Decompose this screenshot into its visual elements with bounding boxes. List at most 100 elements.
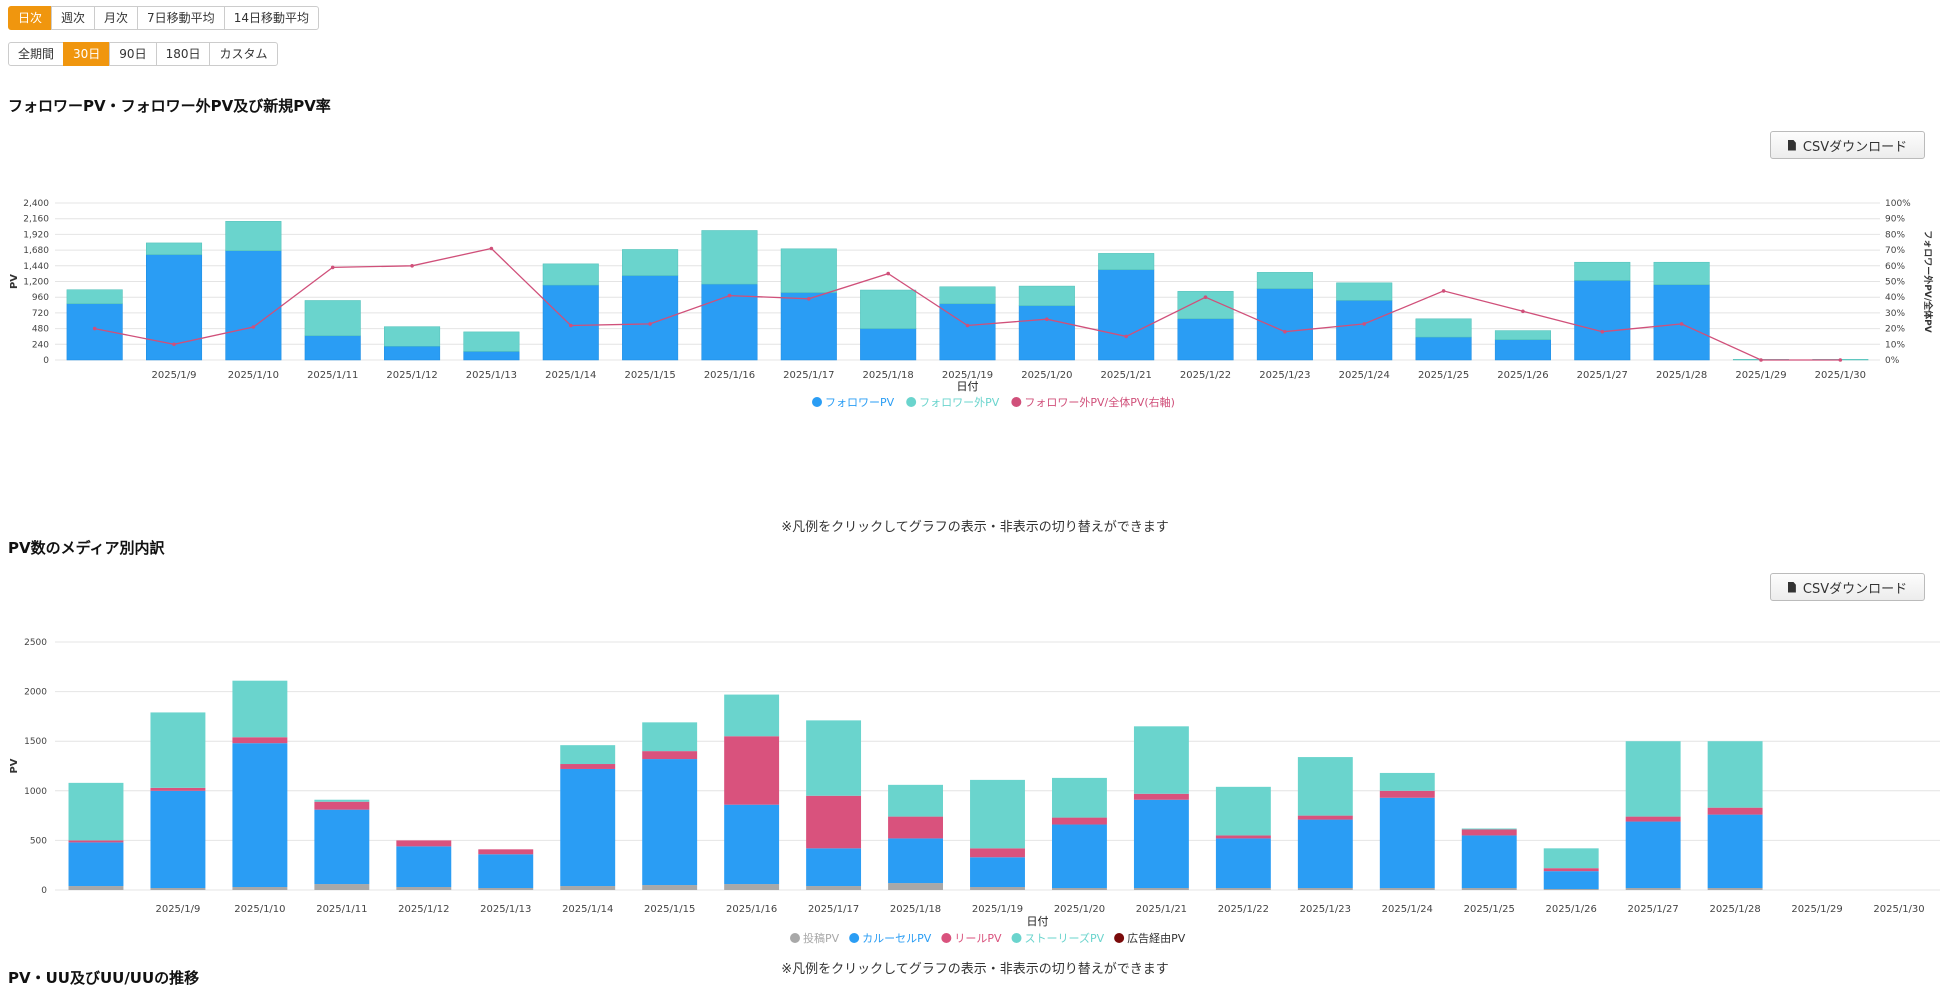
chart2-bar-reel-pv[interactable] xyxy=(314,801,370,810)
chart2-bar-carousel-pv[interactable] xyxy=(68,842,124,887)
chart2-bar-carousel-pv[interactable] xyxy=(396,846,452,888)
chart1-ratio-point[interactable] xyxy=(1045,317,1049,321)
chart2-bar-carousel-pv[interactable] xyxy=(1379,797,1435,889)
chart2-bar-carousel-pv[interactable] xyxy=(1052,824,1107,889)
chart2-legend-item[interactable]: 広告経由PV xyxy=(1114,931,1186,945)
chart1-bar-follower-pv[interactable] xyxy=(622,275,679,361)
chart2-bar-reel-pv[interactable] xyxy=(150,787,206,791)
chart2-bar-stories-pv[interactable] xyxy=(1625,741,1681,817)
chart2-bar-reel-pv[interactable] xyxy=(1133,793,1189,800)
chart1-legend-item[interactable]: フォロワーPV xyxy=(812,396,895,409)
chart2-legend-item[interactable]: リールPV xyxy=(941,932,1002,945)
chart2-bar-post-pv[interactable] xyxy=(1215,888,1271,890)
chart1-bar-nonfollower-pv[interactable] xyxy=(1018,285,1075,306)
chart1-bar-follower-pv[interactable] xyxy=(1256,288,1313,361)
chart1-bar-follower-pv[interactable] xyxy=(1336,300,1393,361)
chart1-ratio-point[interactable] xyxy=(1679,322,1684,326)
period-custom-button[interactable]: カスタム xyxy=(209,42,278,66)
chart2-bar-reel-pv[interactable] xyxy=(642,751,698,760)
chart1-ratio-point[interactable] xyxy=(807,297,811,301)
period-30d-button[interactable]: 30日 xyxy=(63,42,111,66)
chart1-ratio-point[interactable] xyxy=(251,325,256,329)
chart2-bar-stories-pv[interactable] xyxy=(1461,828,1517,830)
period-180d-button[interactable]: 180日 xyxy=(155,42,211,66)
chart1-bar-follower-pv[interactable] xyxy=(463,351,520,361)
chart2-bar-post-pv[interactable] xyxy=(1133,888,1189,890)
chart1-ratio-point[interactable] xyxy=(1600,329,1605,334)
chart1-bar-nonfollower-pv[interactable] xyxy=(542,263,599,286)
chart1-legend-item[interactable]: フォロワー外PV/全体PV(右軸) xyxy=(1011,395,1175,409)
chart2-bar-reel-pv[interactable] xyxy=(232,737,288,744)
chart1-bar-follower-pv[interactable] xyxy=(225,250,282,361)
chart2-bar-post-pv[interactable] xyxy=(1707,888,1763,890)
chart2-bar-carousel-pv[interactable] xyxy=(1215,838,1271,889)
chart1-bar-nonfollower-pv[interactable] xyxy=(225,221,282,252)
chart1-bar-nonfollower-pv[interactable] xyxy=(1415,318,1472,338)
chart2-bar-stories-pv[interactable] xyxy=(314,799,370,802)
chart2-bar-carousel-pv[interactable] xyxy=(1133,799,1189,889)
chart1-bar-follower-pv[interactable] xyxy=(860,328,917,361)
chart2-bar-carousel-pv[interactable] xyxy=(560,768,616,887)
chart2-bar-carousel-pv[interactable] xyxy=(806,848,862,887)
chart2-bar-stories-pv[interactable] xyxy=(232,680,288,738)
chart2-bar-stories-pv[interactable] xyxy=(724,694,780,737)
chart2-bar-stories-pv[interactable] xyxy=(1215,786,1271,836)
chart2-bar-reel-pv[interactable] xyxy=(724,736,780,805)
chart2-bar-carousel-pv[interactable] xyxy=(478,854,534,889)
granularity-monthly-button[interactable]: 月次 xyxy=(94,6,139,30)
chart2-csv-download-button[interactable]: CSVダウンロード xyxy=(1770,573,1925,601)
chart1-bar-nonfollower-pv[interactable] xyxy=(780,248,837,293)
chart2-bar-post-pv[interactable] xyxy=(314,884,370,890)
chart1-bar-nonfollower-pv[interactable] xyxy=(860,289,917,329)
chart2-bar-reel-pv[interactable] xyxy=(1052,817,1107,825)
chart2-bar-carousel-pv[interactable] xyxy=(150,790,206,889)
chart1-bar-nonfollower-pv[interactable] xyxy=(146,242,203,255)
chart1-bar-follower-pv[interactable] xyxy=(1018,305,1075,361)
chart2-bar-post-pv[interactable] xyxy=(396,887,452,890)
chart2-bar-stories-pv[interactable] xyxy=(1379,772,1435,791)
chart2-legend-item[interactable]: ストーリーズPV xyxy=(1011,931,1105,945)
chart2-bar-post-pv[interactable] xyxy=(1625,888,1681,890)
chart1-bar-nonfollower-pv[interactable] xyxy=(463,331,520,352)
chart2-bar-post-pv[interactable] xyxy=(478,888,534,890)
chart2-bar-carousel-pv[interactable] xyxy=(1543,871,1599,890)
chart2-bar-reel-pv[interactable] xyxy=(1297,815,1353,820)
chart1-ratio-point[interactable] xyxy=(172,342,176,347)
chart2-bar-stories-pv[interactable] xyxy=(642,722,698,752)
chart1-ratio-point[interactable] xyxy=(1203,295,1208,299)
chart1-bar-nonfollower-pv[interactable] xyxy=(1098,253,1155,270)
chart2-bar-carousel-pv[interactable] xyxy=(642,759,698,886)
chart1-ratio-point[interactable] xyxy=(1362,322,1366,326)
chart1-bar-nonfollower-pv[interactable] xyxy=(939,286,996,304)
chart1-ratio-point[interactable] xyxy=(569,323,573,328)
chart1-ratio-point[interactable] xyxy=(965,323,970,328)
chart1-bar-follower-pv[interactable] xyxy=(1177,318,1234,361)
chart1-bar-follower-pv[interactable] xyxy=(146,254,203,361)
period-all-button[interactable]: 全期間 xyxy=(8,42,65,66)
chart1-bar-nonfollower-pv[interactable] xyxy=(384,326,441,347)
chart1-bar-nonfollower-pv[interactable] xyxy=(1494,330,1551,340)
chart2-bar-reel-pv[interactable] xyxy=(68,840,124,843)
granularity-weekly-button[interactable]: 週次 xyxy=(51,6,96,30)
chart2-bar-reel-pv[interactable] xyxy=(396,840,452,847)
chart2-bar-reel-pv[interactable] xyxy=(1543,868,1599,872)
chart2-bar-stories-pv[interactable] xyxy=(888,784,943,817)
chart2-bar-reel-pv[interactable] xyxy=(970,848,1025,858)
granularity-14day-average-button[interactable]: 14日移動平均 xyxy=(223,6,319,30)
chart2-bar-stories-pv[interactable] xyxy=(806,720,862,796)
chart1-bar-follower-pv[interactable] xyxy=(384,346,441,361)
chart1-bar-nonfollower-pv[interactable] xyxy=(1256,272,1313,289)
chart2-bar-post-pv[interactable] xyxy=(806,886,862,890)
chart1-bar-follower-pv[interactable] xyxy=(1494,339,1551,361)
chart2-bar-carousel-pv[interactable] xyxy=(1707,814,1763,889)
chart2-bar-reel-pv[interactable] xyxy=(806,795,862,849)
chart1-bar-follower-pv[interactable] xyxy=(304,335,361,361)
chart2-bar-stories-pv[interactable] xyxy=(1133,726,1189,794)
chart2-bar-post-pv[interactable] xyxy=(642,885,698,890)
chart2-bar-post-pv[interactable] xyxy=(68,886,124,890)
chart2-bar-reel-pv[interactable] xyxy=(478,849,534,855)
chart1-ratio-point[interactable] xyxy=(1521,309,1525,314)
chart1-ratio-point[interactable] xyxy=(648,322,652,326)
chart2-legend-item[interactable]: 投稿PV xyxy=(790,931,840,945)
chart1-ratio-point[interactable] xyxy=(886,271,890,276)
